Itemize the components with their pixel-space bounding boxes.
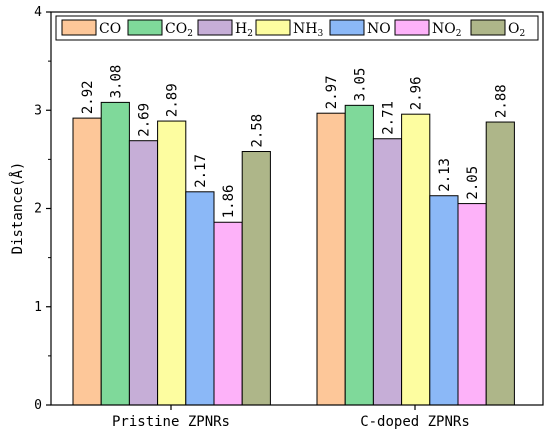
bar: [241, 151, 271, 406]
value-label: 3.05: [352, 68, 368, 102]
value-label: 2.89: [165, 83, 181, 117]
bar: [157, 120, 187, 406]
bar: [485, 121, 515, 406]
legend-label: CO2: [165, 21, 193, 39]
value-label: 2.58: [249, 114, 265, 148]
bar: [128, 140, 159, 406]
value-label: 2.05: [465, 166, 481, 200]
legend-swatch: [197, 19, 233, 36]
bar: [457, 203, 487, 406]
bar: [429, 195, 459, 406]
legend-swatch: [470, 19, 506, 36]
bar: [316, 112, 346, 406]
legend-swatch: [127, 19, 163, 36]
value-label: 2.13: [437, 158, 453, 192]
value-label: 2.71: [381, 101, 397, 135]
value-label: 2.88: [493, 84, 509, 118]
y-tick-label: 3: [34, 103, 42, 118]
legend-swatch: [255, 19, 291, 36]
value-labels-layer: 2.92 2.97 3.08 3.05 2.69 2.71 2.89 2.96 2.17 2.13…: [80, 65, 509, 219]
bar: [213, 221, 243, 406]
value-label: 2.96: [409, 76, 425, 110]
bars-layer: [72, 101, 515, 406]
y-tick-label: 1: [34, 300, 42, 315]
legend-label: NO2: [432, 21, 461, 39]
legend-label: H2: [235, 21, 253, 39]
value-label: 2.92: [80, 80, 96, 114]
x-category-label: Pristine ZPNRs: [112, 414, 230, 430]
y-tick-label: 2: [34, 202, 42, 217]
bar: [100, 101, 130, 406]
legend-label: CO: [99, 21, 121, 37]
legend: CO CO2 H2 NH3 NO NO2 O2: [55, 15, 539, 41]
value-label: 2.69: [137, 103, 153, 137]
bar: [72, 117, 102, 406]
value-label: 1.86: [221, 185, 237, 219]
value-label: 2.17: [193, 154, 209, 188]
legend-swatch: [329, 19, 365, 36]
bar: [344, 104, 374, 406]
y-axis-label: Distance(Å): [9, 162, 26, 255]
legend-label: NO: [367, 21, 391, 37]
value-label: 3.08: [108, 65, 124, 99]
legend-label: O2: [508, 21, 525, 39]
legend-swatch: [394, 19, 430, 36]
legend-label: NH3: [293, 21, 323, 39]
axes-layer: 0 1 2 3 4 Pristine ZPNRs C-doped ZPNRs Distance…: [9, 5, 544, 430]
bar: [372, 138, 403, 406]
bar: [401, 113, 431, 406]
bar: [185, 191, 215, 406]
legend-swatch: [61, 19, 97, 36]
y-tick-label: 0: [34, 398, 42, 413]
y-tick-label: 4: [34, 5, 42, 20]
value-label: 2.97: [324, 75, 340, 109]
x-category-label: C-doped ZPNRs: [360, 414, 470, 430]
